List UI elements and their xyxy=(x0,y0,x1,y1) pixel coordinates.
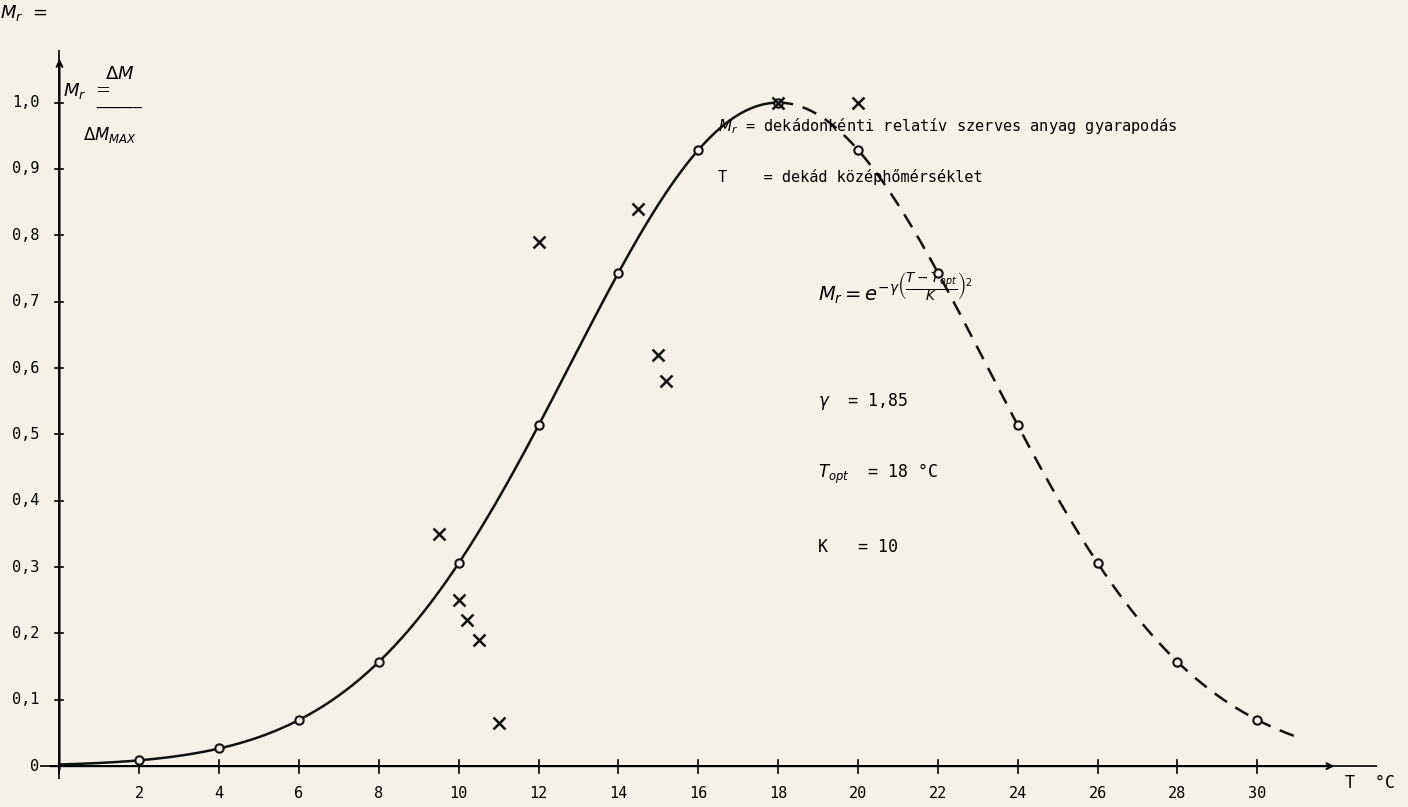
Text: 8: 8 xyxy=(375,786,383,801)
Text: 0,4: 0,4 xyxy=(13,493,39,508)
Text: $T_{opt}$  = 18 °C: $T_{opt}$ = 18 °C xyxy=(818,462,939,487)
Text: $\Delta M$: $\Delta M$ xyxy=(106,65,134,82)
Text: $M_r$  =: $M_r$ = xyxy=(0,3,48,23)
Text: $M_r$  =: $M_r$ = xyxy=(63,81,111,101)
Text: K   = 10: K = 10 xyxy=(818,538,898,556)
Text: 6: 6 xyxy=(294,786,304,801)
Text: 22: 22 xyxy=(929,786,948,801)
Text: 4: 4 xyxy=(214,786,224,801)
Text: 18: 18 xyxy=(769,786,787,801)
Text: ─────: ───── xyxy=(96,101,141,116)
Text: 0,1: 0,1 xyxy=(13,692,39,707)
Text: 0,6: 0,6 xyxy=(13,361,39,375)
Text: 2: 2 xyxy=(135,786,144,801)
Text: 0: 0 xyxy=(31,759,39,774)
Text: $M_r$ = dekádonkénti relatív szerves anyag gyarapodás: $M_r$ = dekádonkénti relatív szerves any… xyxy=(718,116,1177,136)
Text: 0,3: 0,3 xyxy=(13,559,39,575)
Text: T    = dekád középhőmérséklet: T = dekád középhőmérséklet xyxy=(718,169,983,185)
Text: 0,2: 0,2 xyxy=(13,626,39,641)
Text: 16: 16 xyxy=(689,786,707,801)
Text: 0,5: 0,5 xyxy=(13,427,39,442)
Text: 24: 24 xyxy=(1008,786,1026,801)
Text: 26: 26 xyxy=(1088,786,1107,801)
Text: 10: 10 xyxy=(449,786,467,801)
Text: 30: 30 xyxy=(1249,786,1266,801)
Text: 0,8: 0,8 xyxy=(13,228,39,243)
Text: 14: 14 xyxy=(610,786,628,801)
Text: 28: 28 xyxy=(1169,786,1187,801)
Text: $M_r = e^{-\gamma \left(\dfrac{T - T_{opt}}{K}\right)^2}$: $M_r = e^{-\gamma \left(\dfrac{T - T_{op… xyxy=(818,270,973,306)
Text: $\gamma$  = 1,85: $\gamma$ = 1,85 xyxy=(818,391,908,412)
Text: T  °C: T °C xyxy=(1345,774,1395,792)
Text: $\Delta M_{MAX}$: $\Delta M_{MAX}$ xyxy=(83,125,137,145)
Text: 20: 20 xyxy=(849,786,867,801)
Text: 1,0: 1,0 xyxy=(13,95,39,110)
Text: 12: 12 xyxy=(529,786,548,801)
Text: 0,9: 0,9 xyxy=(13,161,39,177)
Text: 0,7: 0,7 xyxy=(13,295,39,309)
